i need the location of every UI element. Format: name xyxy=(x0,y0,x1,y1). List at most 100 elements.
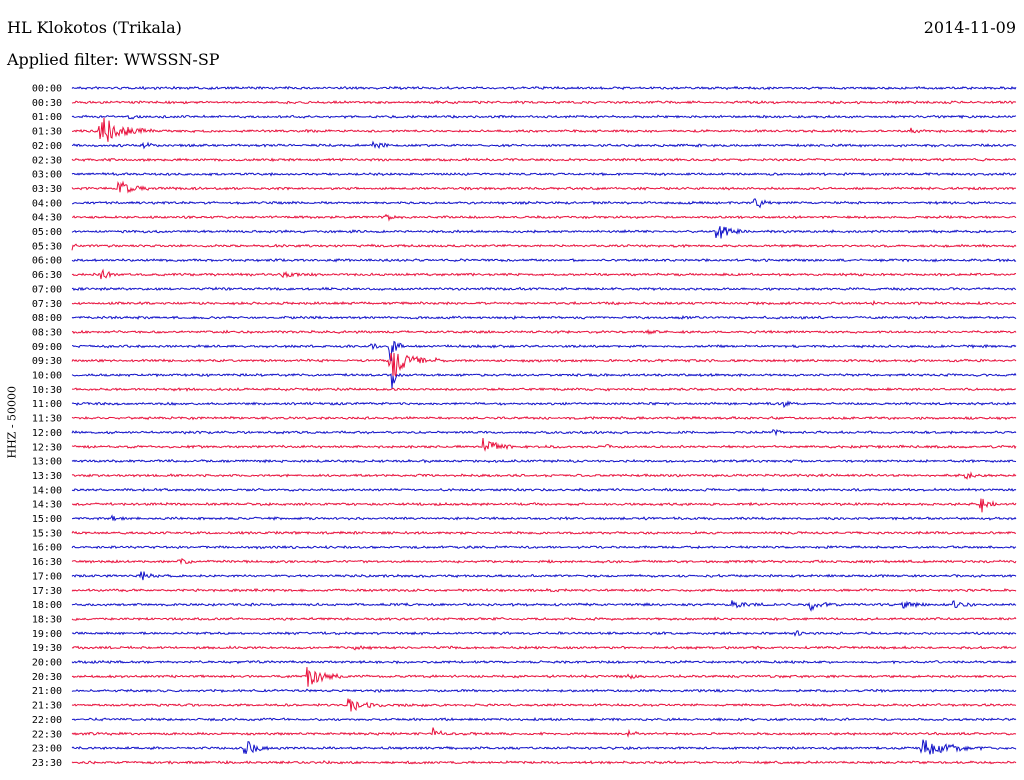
row-time-label: 04:30 xyxy=(32,213,62,224)
seismic-trace xyxy=(71,157,1017,163)
seismic-trace xyxy=(71,545,1017,550)
row-time-label: 01:30 xyxy=(32,127,62,138)
row-time-label: 02:00 xyxy=(32,141,62,152)
seismic-trace xyxy=(71,386,1017,392)
seismic-trace xyxy=(71,630,1017,637)
row-time-label: 18:30 xyxy=(32,614,62,625)
seismic-trace xyxy=(71,372,1017,389)
row-time-label: 20:00 xyxy=(32,658,62,669)
row-time-label: 14:30 xyxy=(32,500,62,511)
row-time-label: 05:00 xyxy=(32,227,62,238)
row-time-label: 13:00 xyxy=(32,457,62,468)
row-time-label: 07:30 xyxy=(32,299,62,310)
seismic-trace xyxy=(72,117,1017,142)
seismic-trace xyxy=(71,530,1017,536)
seismic-trace xyxy=(71,85,1017,91)
seismic-trace xyxy=(71,667,1017,687)
seismic-trace xyxy=(71,698,1017,712)
seismic-trace xyxy=(71,717,1017,722)
row-time-label: 12:00 xyxy=(32,428,62,439)
row-time-label: 20:30 xyxy=(32,672,62,683)
filter-label: Applied filter: WWSSN-SP xyxy=(7,50,220,69)
row-time-label: 06:30 xyxy=(32,270,62,281)
seismic-trace xyxy=(71,257,1017,263)
row-time-label: 21:30 xyxy=(32,701,62,712)
seismic-trace xyxy=(71,727,1017,738)
seismic-trace xyxy=(72,213,1017,222)
date-label: 2014-11-09 xyxy=(923,18,1016,37)
row-time-label: 00:30 xyxy=(32,98,62,109)
seismic-trace xyxy=(72,340,1017,362)
seismic-trace xyxy=(71,487,1017,492)
seismic-trace xyxy=(71,645,1017,651)
row-time-label: 22:00 xyxy=(32,715,62,726)
station-title: HL Klokotos (Trikala) xyxy=(7,18,182,37)
row-time-label: 00:00 xyxy=(32,84,62,95)
seismic-trace xyxy=(71,140,1017,150)
seismic-trace xyxy=(72,198,1017,209)
row-time-label: 03:30 xyxy=(32,184,62,195)
seismic-trace xyxy=(72,514,1017,522)
seismic-trace xyxy=(71,438,1017,452)
row-time-label: 09:00 xyxy=(32,342,62,353)
seismic-trace xyxy=(71,471,1017,480)
seismic-trace xyxy=(71,171,1017,177)
row-time-label: 10:00 xyxy=(32,371,62,382)
seismic-trace xyxy=(71,429,1017,437)
row-time-label: 11:00 xyxy=(32,399,62,410)
row-time-label: 14:00 xyxy=(32,485,62,496)
row-time-label: 16:30 xyxy=(32,557,62,568)
seismic-trace xyxy=(71,600,1017,612)
seismic-trace xyxy=(71,498,1017,513)
seismic-trace xyxy=(71,286,1017,292)
row-time-label: 04:00 xyxy=(32,198,62,209)
seismic-trace xyxy=(71,180,1017,194)
seismic-trace xyxy=(71,659,1017,665)
seismic-trace xyxy=(71,571,1017,581)
row-time-label: 08:30 xyxy=(32,327,62,338)
seismic-trace xyxy=(71,557,1017,566)
row-time-label: 02:30 xyxy=(32,155,62,166)
row-time-label: 09:30 xyxy=(32,356,62,367)
seismic-trace xyxy=(71,314,1017,320)
row-time-label: 16:00 xyxy=(32,543,62,554)
seismic-trace xyxy=(71,759,1017,765)
seismic-trace xyxy=(71,458,1017,464)
seismic-trace xyxy=(71,100,1017,105)
row-time-label: 10:30 xyxy=(32,385,62,396)
row-time-label: 22:30 xyxy=(32,729,62,740)
seismic-trace xyxy=(71,400,1017,408)
seismic-trace xyxy=(71,114,1017,120)
row-time-label: 07:00 xyxy=(32,284,62,295)
row-time-label: 18:00 xyxy=(32,600,62,611)
row-time-label: 15:30 xyxy=(32,528,62,539)
row-time-label: 06:00 xyxy=(32,256,62,267)
row-time-label: 03:00 xyxy=(32,170,62,181)
seismic-trace xyxy=(71,299,1017,306)
row-time-label: 13:30 xyxy=(32,471,62,482)
seismic-trace xyxy=(71,328,1017,336)
row-time-label: 19:30 xyxy=(32,643,62,654)
row-time-label: 17:00 xyxy=(32,571,62,582)
seismic-trace xyxy=(71,352,1017,379)
row-time-label: 17:30 xyxy=(32,586,62,597)
seismic-trace xyxy=(71,587,1017,593)
row-time-label: 19:00 xyxy=(32,629,62,640)
seismic-trace xyxy=(71,688,1017,694)
seismic-trace xyxy=(71,739,1017,755)
row-time-label: 23:30 xyxy=(32,758,62,769)
row-time-label: 15:00 xyxy=(32,514,62,525)
row-time-label: 11:30 xyxy=(32,414,62,425)
row-time-label: 23:00 xyxy=(32,744,62,755)
seismic-trace xyxy=(71,226,1017,239)
row-time-label: 08:00 xyxy=(32,313,62,324)
seismic-trace xyxy=(71,616,1017,622)
row-time-label: 12:30 xyxy=(32,442,62,453)
seismic-trace xyxy=(71,268,1017,280)
seismic-trace xyxy=(71,415,1017,421)
seismic-trace xyxy=(71,243,1017,251)
row-time-label: 21:00 xyxy=(32,686,62,697)
row-time-label: 05:30 xyxy=(32,241,62,252)
row-time-label: 01:00 xyxy=(32,112,62,123)
